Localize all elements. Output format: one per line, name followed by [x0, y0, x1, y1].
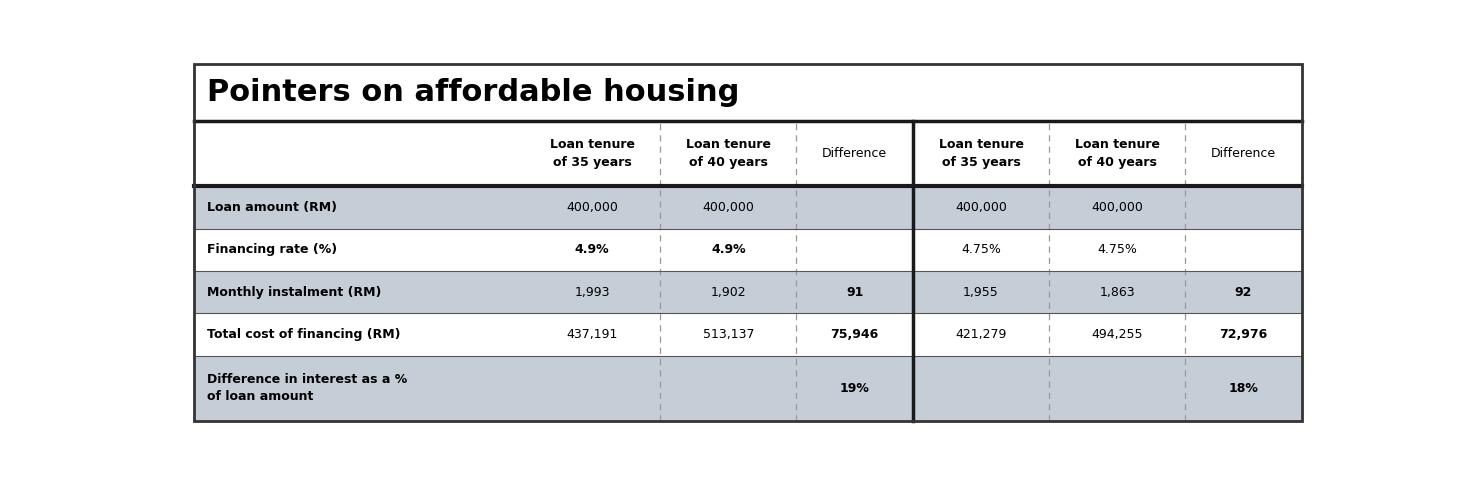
Text: 400,000: 400,000: [702, 201, 754, 214]
Text: 1,863: 1,863: [1099, 286, 1135, 299]
Text: 494,255: 494,255: [1091, 328, 1142, 341]
Text: Financing rate (%): Financing rate (%): [207, 243, 337, 256]
Bar: [194, 228, 1301, 271]
Text: Difference in interest as a %
of loan amount: Difference in interest as a % of loan am…: [207, 373, 407, 403]
Text: 1,902: 1,902: [711, 286, 746, 299]
Text: 1,955: 1,955: [963, 286, 999, 299]
Text: Difference: Difference: [1211, 147, 1277, 160]
Text: Difference: Difference: [821, 147, 887, 160]
Text: Loan tenure
of 35 years: Loan tenure of 35 years: [938, 138, 1024, 169]
Text: 91: 91: [846, 286, 864, 299]
Text: 19%: 19%: [840, 382, 870, 395]
Bar: [194, 313, 1301, 356]
Text: Pointers on affordable housing: Pointers on affordable housing: [207, 78, 740, 108]
Text: 1,993: 1,993: [575, 286, 610, 299]
Text: Loan tenure
of 35 years: Loan tenure of 35 years: [550, 138, 635, 169]
Text: 400,000: 400,000: [566, 201, 619, 214]
Text: 92: 92: [1234, 286, 1252, 299]
Text: Loan amount (RM): Loan amount (RM): [207, 201, 337, 214]
Bar: [194, 271, 1301, 313]
Text: 421,279: 421,279: [956, 328, 1007, 341]
Text: Loan tenure
of 40 years: Loan tenure of 40 years: [686, 138, 770, 169]
Text: 4.75%: 4.75%: [1097, 243, 1137, 256]
Bar: [194, 64, 1301, 121]
Text: 72,976: 72,976: [1220, 328, 1268, 341]
Text: Total cost of financing (RM): Total cost of financing (RM): [207, 328, 401, 341]
Text: 400,000: 400,000: [1091, 201, 1142, 214]
Text: 4.75%: 4.75%: [961, 243, 1001, 256]
Text: Monthly instalment (RM): Monthly instalment (RM): [207, 286, 382, 299]
Text: 400,000: 400,000: [956, 201, 1007, 214]
Text: 437,191: 437,191: [566, 328, 619, 341]
Text: Loan tenure
of 40 years: Loan tenure of 40 years: [1075, 138, 1160, 169]
Bar: [194, 121, 1301, 186]
Text: 18%: 18%: [1228, 382, 1259, 395]
Bar: [194, 186, 1301, 228]
Text: 4.9%: 4.9%: [711, 243, 746, 256]
Text: 4.9%: 4.9%: [575, 243, 610, 256]
Text: 75,946: 75,946: [830, 328, 878, 341]
Bar: [194, 356, 1301, 420]
Text: 513,137: 513,137: [703, 328, 754, 341]
